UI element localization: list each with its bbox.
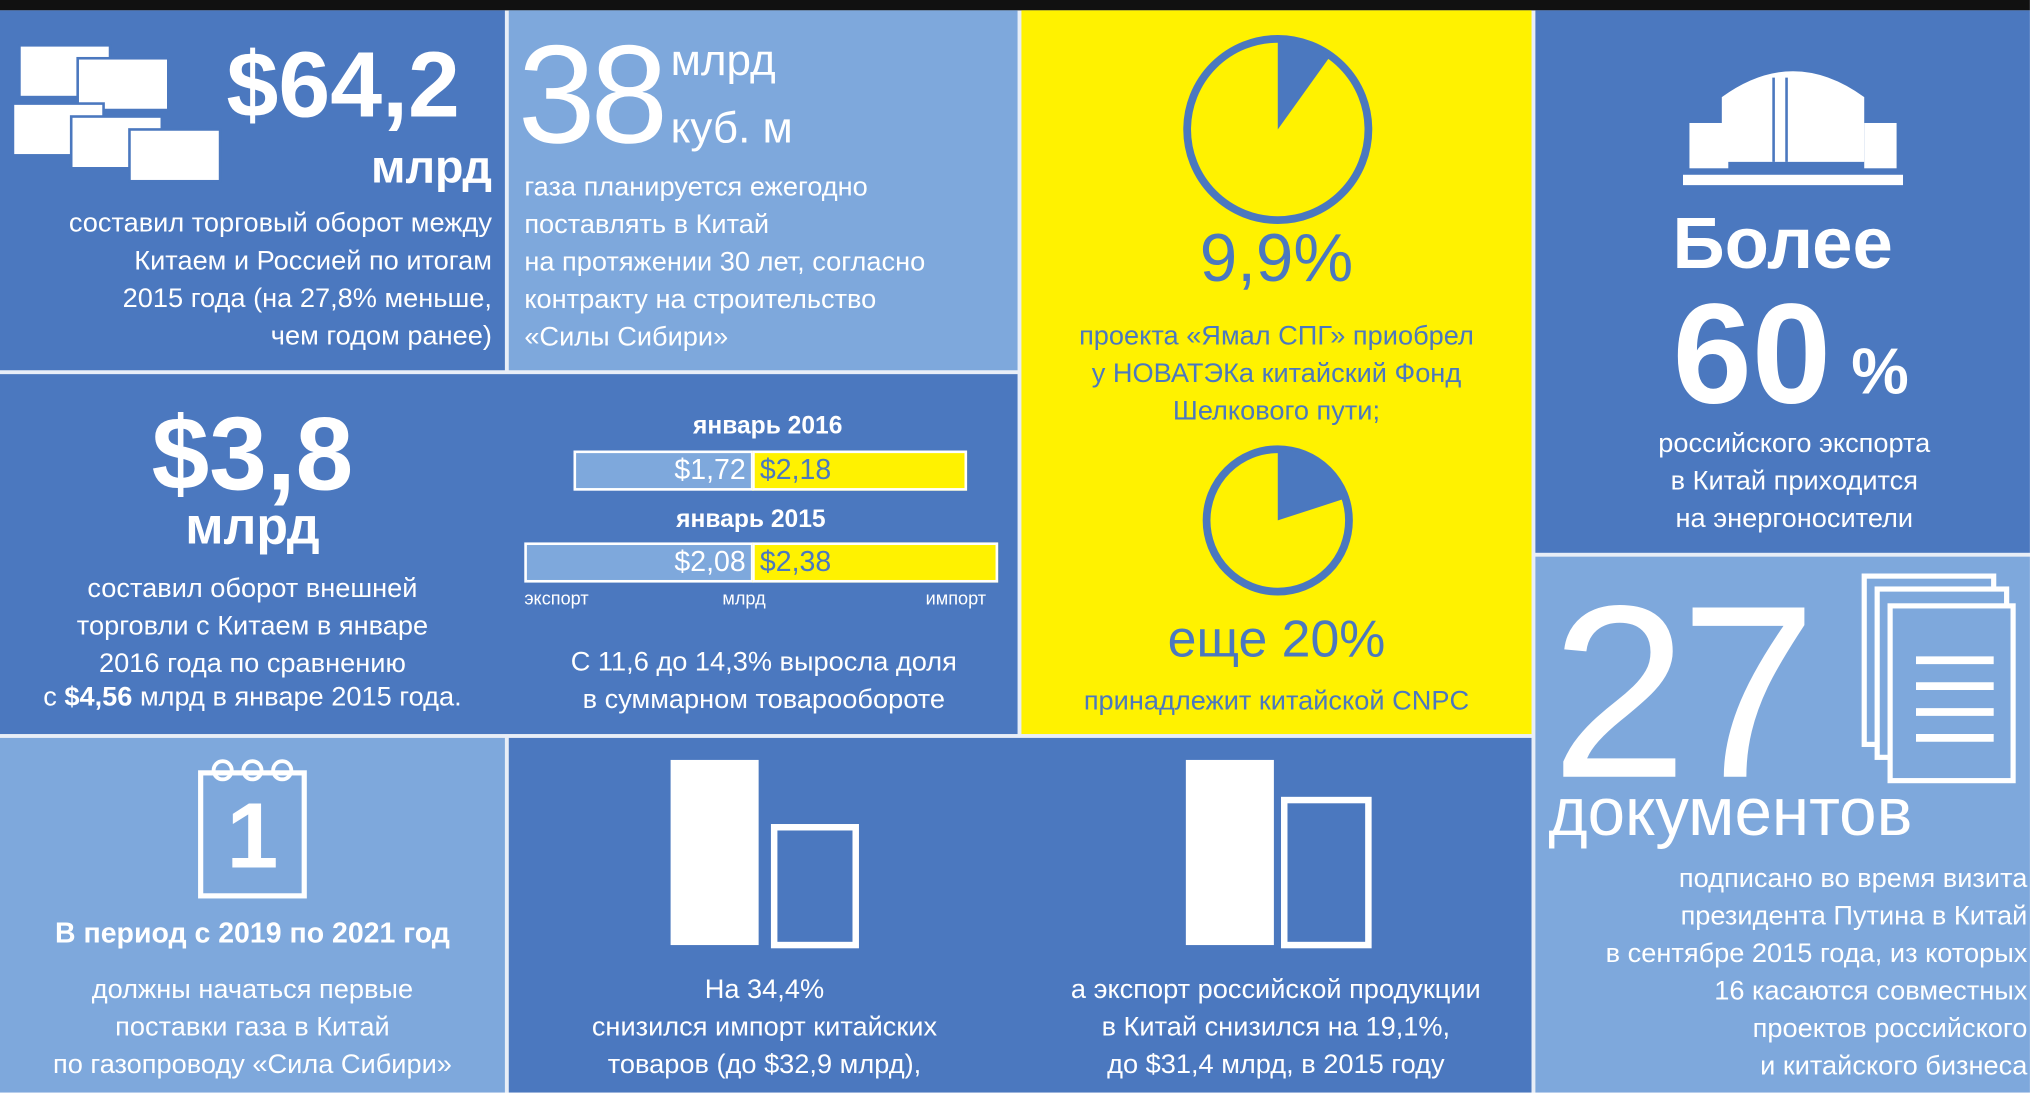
text-line: снизился импорт китайских xyxy=(509,1008,1020,1046)
text-line: составил оборот внешней xyxy=(0,570,505,608)
text-line: в сентябре 2015 года, из которых xyxy=(1535,935,2027,973)
text-line: подписано во время визита xyxy=(1535,860,2027,898)
text-line: в суммарном товарообороте xyxy=(511,681,1016,719)
pie-slice xyxy=(1278,449,1346,520)
text-line: в Китай снизился на 19,1%, xyxy=(1020,1008,1531,1046)
header-strip xyxy=(0,0,2030,10)
text-line: на протяжении 30 лет, согласно xyxy=(524,243,925,281)
value: $2,18 xyxy=(760,453,831,487)
money-icon xyxy=(13,32,233,194)
text-line: На 34,4% xyxy=(509,971,1020,1009)
text: принадлежит китайской CNPC xyxy=(1021,682,1531,720)
row-label: январь 2016 xyxy=(574,413,962,441)
axis-label: импорт xyxy=(926,588,986,609)
text-line: поставлять в Китай xyxy=(524,206,925,244)
text-line: торговли с Китаем в январе xyxy=(0,607,505,645)
text-line: 2015 года (на 27,8% меньше, xyxy=(0,280,492,318)
text-line: газа планируется ежегодно xyxy=(524,168,925,206)
unit: документов xyxy=(1548,774,1912,852)
amount: 38 xyxy=(518,13,663,175)
unit: млрд xyxy=(671,36,776,86)
text-line: на энергоносители xyxy=(1535,500,2030,538)
text-line: С 11,6 до 14,3% выросла доля xyxy=(511,643,1016,681)
amount: 60 xyxy=(1673,272,1831,436)
import-bar: $2,18 xyxy=(752,451,967,491)
calendar-number: 1 xyxy=(194,783,311,889)
value: $2,08 xyxy=(674,545,745,579)
unit: % xyxy=(1851,334,1909,409)
tank-icon xyxy=(1683,52,1903,188)
text-line: проекта «Ямал СПГ» приобрел xyxy=(1021,317,1531,355)
documents-icon xyxy=(1851,570,2019,790)
text-line: должны начаться первые xyxy=(0,971,505,1009)
text-line: составил торговый оборот между xyxy=(0,205,492,243)
unit: млрд xyxy=(259,140,492,194)
axis-label: млрд xyxy=(722,588,765,609)
amount: $64,2 xyxy=(227,32,460,138)
text-line: Шелкового пути; xyxy=(1021,392,1531,430)
text-line: чем годом ранее) xyxy=(0,317,492,355)
value: $2,38 xyxy=(760,545,831,579)
title: В период с 2019 по 2021 год xyxy=(0,917,505,951)
text-line: до $31,4 млрд, в 2015 году xyxy=(1020,1046,1531,1084)
text: с $4,56 млрд в январе 2015 года. xyxy=(0,682,505,713)
import-bar: $2,38 xyxy=(752,542,998,582)
text-line: и китайского бизнеса xyxy=(1535,1047,2027,1085)
value: $1,72 xyxy=(674,453,745,487)
text-line: в Китай приходится xyxy=(1535,462,2030,500)
text-line: 16 касаются совместных xyxy=(1535,972,2027,1010)
unit: куб. м xyxy=(671,104,793,154)
export-bar: $1,72 xyxy=(574,451,754,491)
text: с xyxy=(43,682,64,712)
text-line: проектов российского xyxy=(1535,1010,2027,1048)
unit: млрд xyxy=(0,498,505,556)
text-line: «Силы Сибири» xyxy=(524,318,925,356)
text-line: принадлежит китайской CNPC xyxy=(1021,682,1531,720)
row-label: январь 2015 xyxy=(557,506,945,534)
text-line: 2016 года по сравнению xyxy=(0,645,505,683)
text-line: у НОВАТЭКа китайский Фонд xyxy=(1021,355,1531,393)
text-line: поставки газа в Китай xyxy=(0,1008,505,1046)
text-line: по газопроводу «Сила Сибири» xyxy=(0,1046,505,1084)
percent: 9,9% xyxy=(1021,220,1531,298)
infographic: 1 $64,2 млрд составил торговый оборот ме… xyxy=(0,0,2030,1093)
axis-label: экспорт xyxy=(524,588,588,609)
text-line: российского экспорта xyxy=(1535,425,2030,463)
bars-icon xyxy=(660,757,867,951)
amount: $3,8 xyxy=(0,395,505,514)
pie-slice xyxy=(1278,39,1331,130)
export-bar: $2,08 xyxy=(524,542,753,582)
text-line: президента Путина в Китай xyxy=(1535,897,2027,935)
percent: еще 20% xyxy=(1021,611,1531,669)
text-line: товаров (до $32,9 млрд), xyxy=(509,1046,1020,1084)
text: $4,56 xyxy=(64,682,132,712)
text-line: а экспорт российской продукции xyxy=(1020,971,1531,1009)
text-line: контракту на строительство xyxy=(524,281,925,319)
text-line: Китаем и Россией по итогам xyxy=(0,242,492,280)
bars-icon xyxy=(1175,757,1382,951)
text: млрд в январе 2015 года. xyxy=(132,682,461,712)
